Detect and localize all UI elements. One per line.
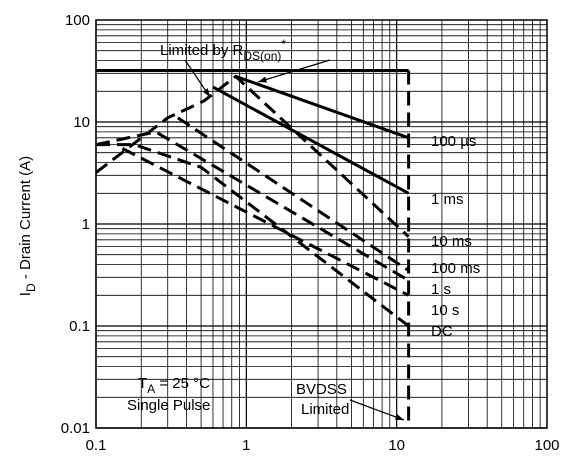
x-tick-label: 0.1 <box>86 437 107 454</box>
series-line <box>95 74 410 238</box>
series-line <box>212 85 410 195</box>
bvdss-label: BVDSS <box>296 381 347 398</box>
curve-label-dc: DC <box>431 323 453 340</box>
series-line <box>235 74 410 140</box>
curve-label-1s: 1 s <box>431 281 451 298</box>
limited-by-label: Limited by RDS(on)* <box>160 37 286 63</box>
y-tick-label: 0.1 <box>69 318 90 335</box>
x-tick-label: 100 <box>534 437 559 454</box>
y-tick-label: 1 <box>82 216 90 233</box>
y-tick-label: 0.01 <box>61 420 90 437</box>
single-pulse-label: Single Pulse <box>127 397 210 414</box>
x-tick-label: 1 <box>242 437 250 454</box>
series-line <box>95 130 410 282</box>
series-line <box>96 143 410 328</box>
ta-label: TA = 25 °C <box>138 375 210 396</box>
y-tick-label: 10 <box>73 114 90 131</box>
limited-by-arrow <box>257 59 331 83</box>
series-line <box>176 116 410 272</box>
plot-frame <box>95 19 548 429</box>
curve-label-100ms: 100 ms <box>431 260 480 277</box>
curve-label-100us: 100 µs <box>431 133 476 150</box>
bvdss-arrow-head <box>395 414 404 420</box>
series-layer <box>95 59 411 428</box>
grid <box>95 20 547 429</box>
curve-label-10ms: 10 ms <box>431 233 472 250</box>
curve-label-10s: 10 s <box>431 302 459 319</box>
y-axis-label: ID - Drain Current (A) <box>17 156 38 296</box>
curve-label-1ms: 1 ms <box>431 191 464 208</box>
y-tick-label: 100 <box>65 12 90 29</box>
x-tick-label: 10 <box>388 437 405 454</box>
limited-by-arrow-head <box>258 76 267 83</box>
limited-by-arrow-head <box>202 88 210 97</box>
bvdss-arrow <box>349 399 405 421</box>
series-line <box>121 147 410 297</box>
bvdss-limited-label: Limited <box>301 401 349 418</box>
